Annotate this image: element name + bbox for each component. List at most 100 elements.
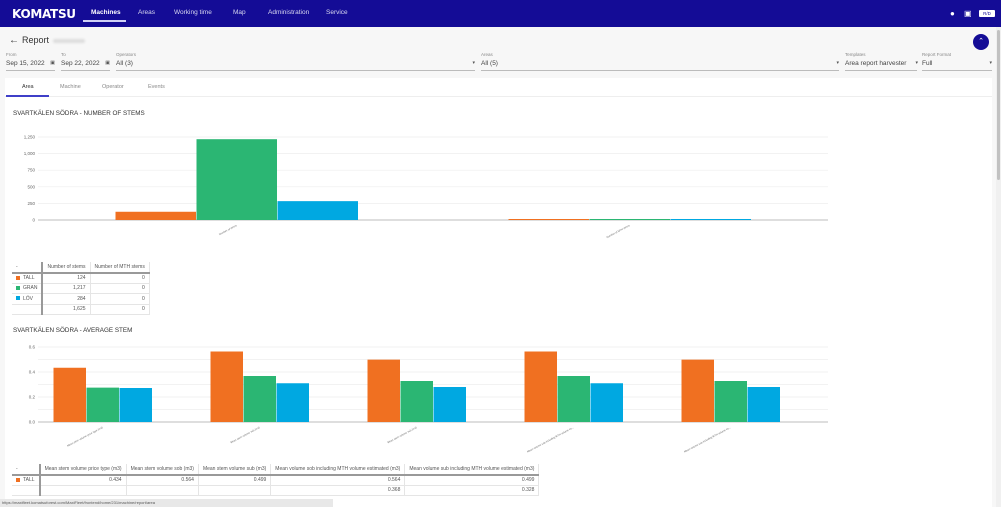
- table-cell: 0: [90, 283, 150, 294]
- y-tick-label: 0.2: [29, 395, 36, 400]
- row-label: GRAN: [12, 283, 44, 294]
- bar-tall-0: [53, 367, 86, 422]
- dropdown-arrow-icon[interactable]: ▾: [836, 60, 839, 66]
- dropdown-arrow-icon[interactable]: ▾: [915, 60, 918, 66]
- blurred-subtitle: [53, 39, 85, 43]
- column-header[interactable]: Mean volume sob including MTH volume est…: [270, 464, 406, 476]
- table-cell: 0: [90, 293, 150, 305]
- table-cell: 0: [90, 272, 150, 284]
- legend-swatch: [16, 285, 20, 290]
- column-header[interactable]: Number of stems: [42, 262, 91, 274]
- tab-events[interactable]: Events: [148, 84, 165, 90]
- tab-machine[interactable]: Machine: [60, 84, 81, 90]
- operators-value: All (3): [116, 60, 133, 67]
- format-label: Report Format: [922, 52, 952, 57]
- row-name: TALL: [23, 477, 35, 483]
- from-value[interactable]: Sep 15, 2022: [6, 60, 45, 67]
- table-cell: 124: [42, 272, 91, 284]
- scrollbar-thumb[interactable]: [997, 30, 1000, 180]
- format-value: Full: [922, 60, 933, 67]
- language-badge[interactable]: R/D: [979, 10, 995, 17]
- table-row: GRAN 1,217 0: [12, 283, 150, 294]
- bar-gran-3: [557, 376, 590, 422]
- bar-gran-4: [714, 381, 747, 422]
- operators-label: Operators: [116, 52, 137, 57]
- top-navbar: KOMATSU Machines Areas Working time Map …: [0, 0, 1001, 27]
- x-tick-label: Mean stem volume sob (m3): [230, 425, 261, 444]
- nav-administration[interactable]: Administration: [268, 9, 310, 16]
- column-header[interactable]: Mean stem volume sob (m3): [126, 464, 199, 476]
- templates-label: Templates: [845, 52, 866, 57]
- table-row: TALL 0.434 0.564 0.499 0.564 0.499: [12, 474, 540, 486]
- y-tick-label: 250: [27, 201, 35, 206]
- row-name: TALL: [23, 275, 35, 281]
- stems-table: - Number of stems Number of MTH stems TALL 1…: [12, 262, 150, 315]
- nav-working-time[interactable]: Working time: [174, 9, 212, 16]
- stems-chart: 0 250 500 750 1,000 1,250 Number of stems Numbe…: [24, 135, 828, 239]
- user-icon[interactable]: ●: [950, 9, 955, 18]
- row-label: LÖV: [12, 293, 44, 305]
- row-label: TALL: [12, 474, 41, 486]
- table-cell: [126, 485, 199, 496]
- x-tick-label: Number of MTH stems: [606, 223, 632, 239]
- y-tick-label: 500: [27, 184, 35, 189]
- table-cell: 0.328: [404, 485, 540, 496]
- scrollbar[interactable]: [996, 27, 1001, 507]
- table-cell: 0.564: [126, 474, 199, 486]
- bar-gran-2: [400, 381, 433, 422]
- nav-machines[interactable]: Machines: [91, 9, 121, 16]
- table-cell: 1,625: [42, 304, 91, 315]
- areas-label: Areas: [481, 52, 493, 57]
- bar-löv-0: [277, 201, 358, 220]
- to-value[interactable]: Sep 22, 2022: [61, 60, 100, 67]
- y-tick-label: 1,000: [24, 151, 36, 156]
- templates-select[interactable]: Templates Area report harvester ▾: [845, 52, 918, 71]
- dropdown-arrow-icon[interactable]: ▾: [472, 60, 475, 66]
- bar-tall-4: [681, 359, 714, 422]
- x-tick-label: Mean volume sob including MTH volume es.…: [526, 425, 574, 453]
- row-label: [12, 304, 44, 315]
- table-header-row: - Mean stem volume price type (m3) Mean st…: [12, 464, 540, 476]
- column-header[interactable]: Mean stem volume sub (m3): [198, 464, 272, 476]
- table-cell: 0: [90, 304, 150, 315]
- calendar-icon[interactable]: ▣: [105, 60, 110, 66]
- bar-löv-4: [747, 387, 780, 422]
- tab-area[interactable]: Area: [22, 84, 34, 90]
- arrow-left-icon[interactable]: ←: [9, 35, 19, 46]
- from-label: From: [6, 52, 17, 57]
- bar-tall-0: [115, 211, 196, 220]
- komatsu-logo[interactable]: KOMATSU: [12, 7, 76, 21]
- column-header[interactable]: Number of MTH stems: [90, 262, 150, 274]
- to-date-field[interactable]: To Sep 22, 2022 ▣: [61, 52, 110, 71]
- legend-swatch: [16, 477, 20, 482]
- templates-value: Area report harvester: [845, 60, 907, 67]
- x-tick-label: Mean volume sub including MTH volume es.…: [683, 425, 731, 453]
- bar-gran-1: [589, 219, 670, 220]
- active-nav-indicator: [83, 20, 126, 22]
- bar-tall-2: [367, 359, 400, 422]
- table-cell: [198, 485, 272, 496]
- from-date-field[interactable]: From Sep 15, 2022 ▣: [6, 52, 55, 71]
- column-header[interactable]: Mean volume sub including MTH volume est…: [404, 464, 540, 476]
- operators-select[interactable]: Operators All (3) ▾: [116, 52, 475, 71]
- calendar-icon[interactable]: ▣: [50, 60, 55, 66]
- table-cell: [39, 485, 127, 496]
- nav-map[interactable]: Map: [233, 9, 246, 16]
- nav-areas[interactable]: Areas: [138, 9, 155, 16]
- row-label: [12, 485, 41, 496]
- table-row: TALL 124 0: [12, 272, 150, 284]
- table-cell: 0.499: [404, 474, 540, 486]
- y-tick-label: 0.0: [29, 420, 36, 425]
- active-tab-indicator: [6, 95, 49, 97]
- table-cell: 0.368: [270, 485, 406, 496]
- nav-service[interactable]: Service: [326, 9, 348, 16]
- dropdown-arrow-icon[interactable]: ▾: [989, 60, 992, 66]
- column-header[interactable]: Mean stem volume price type (m3): [39, 464, 127, 476]
- tab-operator[interactable]: Operator: [102, 84, 124, 90]
- corner-cell: -: [12, 262, 44, 274]
- areas-select[interactable]: Areas All (5) ▾: [481, 52, 839, 71]
- organization-icon[interactable]: ▣: [964, 9, 972, 18]
- report-format-select[interactable]: Report Format Full ▾: [922, 52, 992, 71]
- chevron-up-icon[interactable]: ⌃: [973, 34, 989, 50]
- average-stem-chart-title: SVARTKÄLEN SÖDRA - AVERAGE STEM: [13, 327, 133, 334]
